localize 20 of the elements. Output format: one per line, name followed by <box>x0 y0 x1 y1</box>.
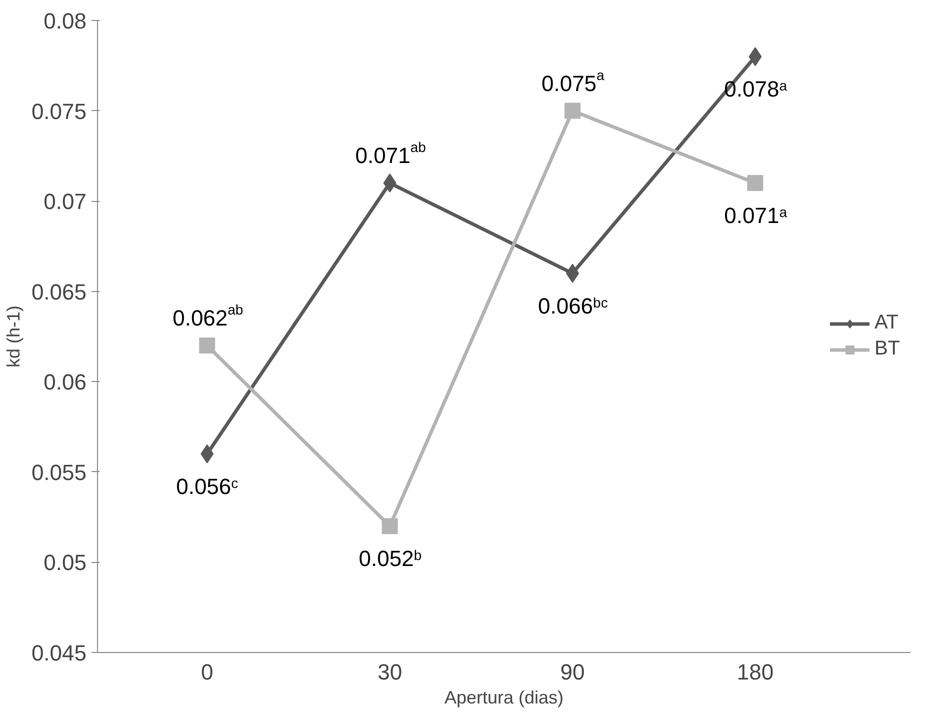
y-tick-label: 0.08 <box>44 8 87 34</box>
y-tick-label: 0.055 <box>31 460 87 485</box>
x-tick-label: 30 <box>378 660 402 684</box>
y-tick-label: 0.06 <box>44 370 87 395</box>
x-tick-label: 180 <box>736 660 774 684</box>
legend-label: BT <box>874 338 900 360</box>
y-tick-label: 0.07 <box>44 189 87 214</box>
y-tick-label: 0.075 <box>31 98 87 124</box>
y-tick-label: 0.065 <box>31 279 87 304</box>
x-axis-title: Apertura (dias) <box>444 688 564 708</box>
y-tick-label: 0.045 <box>31 640 87 666</box>
y-axis-title: kd (h-1) <box>3 305 24 368</box>
point <box>382 518 398 534</box>
point <box>747 175 764 192</box>
y-tick-label: 0.05 <box>44 550 87 576</box>
x-tick-label: 0 <box>201 660 214 684</box>
point <box>199 338 216 354</box>
x-tick-label: 90 <box>560 660 585 684</box>
point <box>564 102 581 119</box>
legend-label: AT <box>874 312 899 334</box>
